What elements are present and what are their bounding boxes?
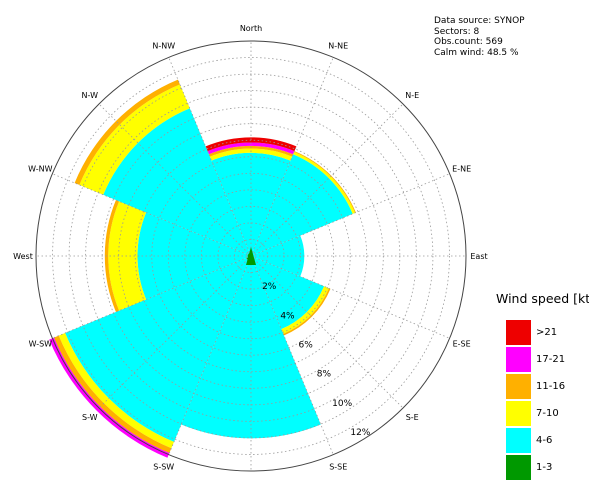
legend-label: >21 — [536, 327, 558, 338]
direction-label: N-E — [405, 91, 419, 100]
ring-label: 6% — [299, 341, 314, 351]
legend-label: 11-16 — [536, 381, 566, 392]
grid-ring — [134, 139, 368, 373]
grid-layer — [35, 40, 467, 472]
grid-ring — [167, 172, 335, 340]
direction-label: E-SE — [453, 339, 471, 348]
legend-label: 1-3 — [536, 462, 553, 473]
calm-marker — [246, 247, 256, 265]
sectors-text: Sectors: 8 — [434, 26, 480, 37]
sector-n-band-2 — [209, 148, 293, 161]
ring-label: 10% — [332, 399, 352, 409]
legend-swatch — [506, 320, 531, 345]
direction-label: West — [13, 252, 33, 261]
sector-n-band-3 — [208, 145, 294, 157]
ring-label: 4% — [280, 311, 295, 321]
sector-w-band-2 — [108, 201, 147, 311]
direction-label: N-NE — [328, 41, 348, 50]
legend-swatch — [506, 374, 531, 399]
grid-ring — [68, 73, 434, 439]
grid-ring — [184, 189, 318, 323]
sector-e-band-1 — [252, 235, 305, 277]
ring-label: 2% — [262, 282, 277, 292]
calm-wind-text: Calm wind: 48.5 % — [434, 47, 519, 58]
legend-swatch — [506, 455, 531, 480]
legend-item: 7-10 — [506, 399, 586, 426]
ring-label: 8% — [317, 370, 332, 380]
legend-item: >21 — [506, 318, 586, 345]
legend-swatch — [506, 347, 531, 372]
obs-count-text: Obs.count: 569 — [434, 37, 503, 47]
grid-ring — [52, 57, 450, 455]
sector-sw-band-2 — [58, 333, 174, 449]
data-source-text: Data source: SYNOP — [434, 16, 525, 26]
legend-item: 4-6 — [506, 426, 586, 453]
sector-n-band-5 — [205, 137, 297, 152]
labels-layer: NorthN-NEN-EE-NEEastE-SES-ES-SESouthS-SW… — [13, 24, 487, 481]
direction-label: N-NW — [152, 41, 175, 50]
info-panel: Data source: SYNOP Sectors: 8 Obs.count:… — [434, 16, 525, 58]
direction-label: E-NE — [452, 165, 471, 174]
legend-swatch — [506, 401, 531, 426]
grid-ring — [200, 205, 302, 307]
legend: >21 17-21 11-16 7-10 4-6 1-3 — [506, 318, 586, 480]
direction-label: East — [470, 252, 487, 261]
sectors-layer — [49, 79, 356, 458]
legend-swatch — [506, 428, 531, 453]
legend-label: 17-21 — [536, 354, 566, 365]
grid-ring — [151, 156, 351, 356]
sector-w-band-1 — [137, 212, 248, 300]
legend-item: 1-3 — [506, 453, 586, 480]
direction-label: North — [240, 24, 262, 33]
legend-title: Wind speed [kt] — [496, 291, 589, 306]
direction-label: S-W — [82, 413, 98, 422]
legend-label: 4-6 — [536, 435, 553, 446]
direction-label: W-SW — [29, 339, 53, 348]
legend-item: 17-21 — [506, 345, 586, 372]
sector-n-band-4 — [207, 142, 295, 155]
direction-label: S-SE — [329, 463, 347, 472]
direction-label: S-SW — [153, 463, 174, 472]
direction-label: W-NW — [28, 165, 52, 174]
direction-label: S-E — [406, 413, 419, 422]
legend-item: 11-16 — [506, 372, 586, 399]
direction-label: N-W — [82, 91, 99, 100]
ring-label: 12% — [350, 428, 370, 438]
sector-se-band-2 — [281, 286, 329, 334]
sector-w-band-3 — [104, 200, 120, 312]
outer-ring — [35, 40, 467, 472]
legend-label: 7-10 — [536, 408, 559, 419]
